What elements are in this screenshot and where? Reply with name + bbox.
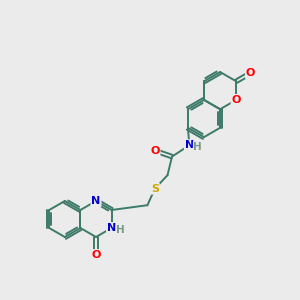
Text: N: N	[92, 196, 100, 206]
Text: N: N	[107, 223, 116, 233]
Text: N: N	[185, 140, 194, 150]
Text: O: O	[246, 68, 255, 78]
Text: O: O	[150, 146, 160, 156]
Text: H: H	[194, 142, 202, 152]
Text: O: O	[232, 95, 241, 105]
Text: H: H	[116, 225, 125, 236]
Text: S: S	[151, 184, 159, 194]
Text: O: O	[91, 250, 101, 260]
